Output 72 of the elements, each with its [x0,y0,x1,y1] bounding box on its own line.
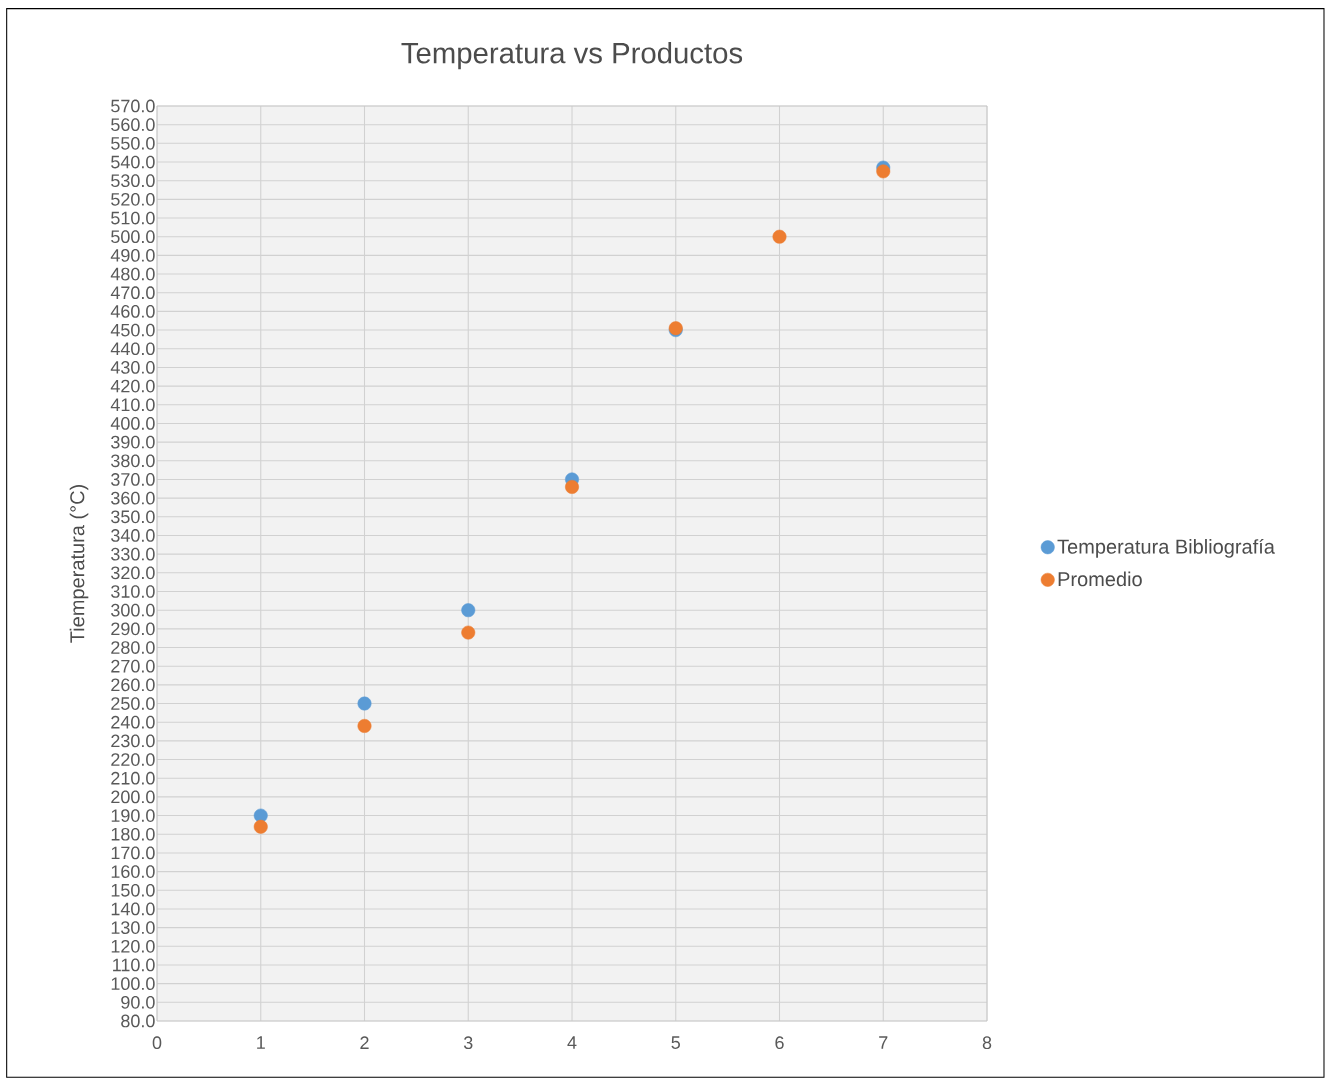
y-tick-label: 550.0 [111,136,155,150]
y-tick-label: 210.0 [111,771,155,785]
x-tick-label: 2 [360,1036,369,1049]
y-tick-label: 310.0 [111,585,155,598]
point [357,696,372,711]
x-tick-label: 0 [152,1036,162,1050]
point [461,603,476,618]
y-tick-label: 430.0 [110,361,155,374]
point [461,625,476,640]
y-tick-label: 380.0 [111,454,155,468]
y-tick-label: 440.0 [110,342,155,356]
y-tick-label: 240.0 [111,715,155,729]
y-tick-label: 350.0 [111,510,155,524]
y-tick-label: 450.0 [110,323,155,337]
y-tick-label: 560.0 [111,118,155,132]
y-tick-label: 190.0 [111,809,155,822]
y-tick-label: 200.0 [111,790,155,804]
y-tick-label: 410.0 [110,398,155,412]
y-tick-label: 100.0 [111,977,155,990]
y-tick-label: 180.0 [111,827,155,841]
point [253,808,268,823]
x-tick-label: 4 [567,1036,577,1049]
y-tick-label: 460.0 [110,305,155,318]
legend-label: Temperatura Bibliografía [1057,538,1275,558]
point [772,229,787,244]
y-tick-label: 490.0 [110,249,155,262]
y-tick-label: 540.0 [111,155,155,169]
y-tick-label: 90.0 [121,995,155,1009]
y-tick-label: 260.0 [111,678,155,692]
y-tick-label: 80.0 [121,1014,155,1028]
y-axis-title: Tiemperatura (°C) [69,485,89,643]
y-tick-label: 220.0 [111,753,155,766]
y-tick-label: 170.0 [111,846,155,860]
y-tick-label: 320.0 [111,566,155,580]
y-tick-label: 360.0 [111,491,155,505]
y-tick-label: 530.0 [111,174,155,188]
y-tick-label: 140.0 [111,902,155,916]
y-tick-label: 280.0 [111,641,155,654]
x-tick-label: 8 [982,1036,992,1050]
y-tick-label: 250.0 [111,697,155,710]
chart-title: Temperatura vs Productos [401,41,743,70]
y-tick-label: 270.0 [111,659,155,673]
point [565,480,579,494]
y-tick-label: 500.0 [111,230,155,244]
y-tick-label: 330.0 [111,547,155,561]
y-tick-label: 150.0 [111,883,155,897]
y-tick-label: 400.0 [110,417,155,430]
y-tick-label: 420.0 [110,379,155,393]
y-tick-label: 130.0 [111,921,155,934]
y-tick-label: 570.0 [111,99,155,113]
y-tick-label: 510.0 [111,211,155,225]
x-tick-label: 5 [671,1036,681,1049]
y-tick-label: 290.0 [111,622,155,636]
y-tick-label: 160.0 [111,865,155,878]
point [876,164,891,179]
y-tick-label: 470.0 [110,286,155,300]
y-tick-label: 120.0 [111,939,155,953]
y-tick-label: 340.0 [111,529,155,542]
x-tick-label: 6 [775,1036,784,1050]
x-tick-label: 3 [463,1036,473,1050]
legend-label: Promedio [1058,571,1142,587]
point [357,719,372,733]
y-tick-label: 370.0 [111,473,155,486]
x-tick-label: 1 [257,1036,265,1049]
y-tick-label: 480.0 [110,267,155,281]
x-tick-label: 7 [879,1036,888,1049]
point [253,819,268,834]
y-tick-label: 520.0 [111,192,155,206]
y-tick-label: 110.0 [113,958,155,972]
y-tick-label: 230.0 [111,734,155,748]
y-tick-label: 390.0 [111,435,155,449]
y-tick-label: 300.0 [111,603,155,617]
